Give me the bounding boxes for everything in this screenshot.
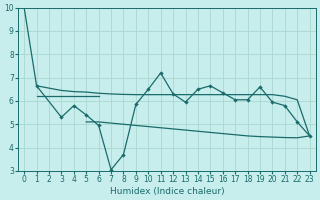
X-axis label: Humidex (Indice chaleur): Humidex (Indice chaleur) (109, 187, 224, 196)
